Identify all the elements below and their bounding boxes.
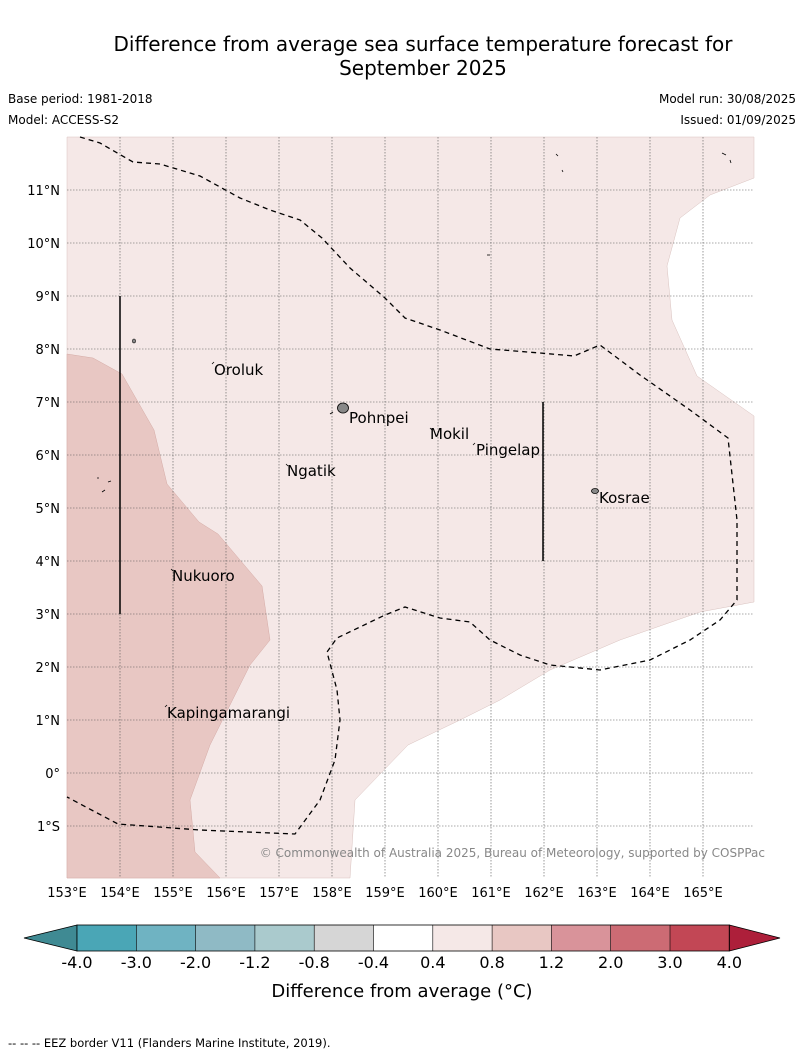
lat-tick: 2°N: [36, 661, 61, 676]
oroluk-atoll: [211, 361, 215, 365]
place-label-pingelap: Pingelap: [476, 441, 540, 459]
place-label-pohnpei: Pohnpei: [349, 409, 409, 427]
colorbar-bin: [492, 925, 552, 951]
colorbar-bin: [254, 925, 315, 951]
colorbar-bin: [373, 925, 433, 951]
lon-tick: 156°E: [206, 886, 246, 901]
colorbar-tick-label: 2.0: [598, 953, 623, 972]
colorbar-bin: [195, 925, 255, 951]
anomaly-region-light: [66, 136, 755, 879]
colorbar-tick-label: -2.0: [180, 953, 211, 972]
place-label-nukuoro: Nukuoro: [172, 567, 235, 585]
ngatik-atoll: [285, 463, 289, 467]
lat-tick: 9°N: [36, 290, 61, 305]
base-period: Base period: 1981-2018: [8, 92, 153, 106]
title-line-1: Difference from average sea surface temp…: [113, 32, 733, 56]
lon-axis: 153°E 154°E 155°E 156°E 157°E 158°E 159°…: [47, 886, 723, 901]
issued-date: Issued: 01/09/2025: [680, 113, 796, 127]
place-label-kapingamarangi: Kapingamarangi: [167, 704, 290, 722]
model-name: Model: ACCESS-S2: [8, 113, 120, 127]
mokil-atoll: [429, 427, 433, 431]
colorbar-tick-label: 1.2: [539, 953, 564, 972]
nukuoro-atoll: [170, 568, 174, 572]
lon-tick: 165°E: [683, 886, 723, 901]
colorbar-tick-label: 4.0: [717, 953, 742, 972]
lon-tick: 159°E: [365, 886, 405, 901]
ant-atoll: [329, 411, 334, 415]
colorbar-tick-label: -0.8: [299, 953, 330, 972]
lon-tick: 155°E: [153, 886, 193, 901]
gridlines: [67, 137, 754, 878]
colorbar-max-extension: [728, 924, 781, 952]
lon-tick: 163°E: [577, 886, 617, 901]
colorbar-tick-label: -0.4: [358, 953, 389, 972]
lon-tick: 164°E: [630, 886, 670, 901]
pingelap-atoll: [472, 442, 476, 446]
atoll-west: [97, 477, 112, 493]
kosrae-island: [591, 488, 599, 494]
lat-tick: 0°: [45, 767, 60, 782]
place-label-kosrae: Kosrae: [599, 489, 650, 507]
lon-tick: 160°E: [418, 886, 458, 901]
lat-tick: 8°N: [36, 343, 61, 358]
small-island-west: [132, 338, 136, 344]
lon-tick: 161°E: [471, 886, 511, 901]
chart-title: Difference from average sea surface temp…: [60, 32, 786, 80]
lon-tick: 162°E: [524, 886, 564, 901]
place-label-mokil: Mokil: [430, 425, 469, 443]
lat-tick: 11°N: [27, 184, 60, 199]
anomaly-region-medium: [66, 353, 271, 879]
colorbar-bin: [77, 925, 137, 951]
title-line-2: September 2025: [339, 56, 507, 80]
pohnpei-island: [337, 402, 349, 414]
colorbar-label: Difference from average (°C): [271, 981, 532, 1002]
colorbar-tick-label: 0.8: [479, 953, 504, 972]
colorbar-tick-label: 0.4: [420, 953, 445, 972]
colorbar-frame: [76, 924, 730, 952]
colorbar: -4.0 -3.0 -2.0 -1.2 -0.8 -0.4 0.4 0.8 1.…: [23, 924, 781, 1002]
lat-tick: 4°N: [36, 555, 61, 570]
eez-border: [66, 136, 738, 835]
lat-tick: 5°N: [36, 502, 61, 517]
lat-tick: 3°N: [36, 608, 61, 623]
lon-tick: 157°E: [259, 886, 299, 901]
model-run: Model run: 30/08/2025: [658, 92, 796, 106]
colorbar-bin: [551, 925, 611, 951]
eez-footnote: -- -- -- EEZ border V11 (Flanders Marine…: [8, 1036, 331, 1050]
lat-tick: 7°N: [36, 396, 61, 411]
lat-tick: 1°S: [37, 820, 60, 835]
lon-tick: 154°E: [100, 886, 140, 901]
colorbar-tick-label: -3.0: [121, 953, 152, 972]
atoll-north-1: [555, 153, 564, 173]
colorbar-tick-label: 3.0: [657, 953, 682, 972]
colorbar-bin: [314, 925, 374, 951]
colorbar-tick-label: -1.2: [239, 953, 270, 972]
colorbar-bin: [610, 925, 670, 951]
kapinga-atoll: [164, 704, 168, 708]
place-label-oroluk: Oroluk: [214, 361, 263, 379]
lat-tick: 1°N: [36, 714, 61, 729]
colorbar-bin: [670, 925, 730, 951]
islands: [97, 152, 732, 708]
copyright-text: © Commonwealth of Australia 2025, Bureau…: [260, 846, 765, 860]
lat-tick: 10°N: [27, 237, 60, 252]
lon-tick: 153°E: [47, 886, 87, 901]
colorbar-bin: [432, 925, 493, 951]
lat-axis: 11°N 10°N 9°N 8°N 7°N 6°N 5°N 4°N 3°N 2°…: [27, 184, 60, 835]
lat-tick: 6°N: [36, 449, 61, 464]
atoll-north-2: [721, 152, 732, 164]
colorbar-min-extension: [23, 924, 78, 952]
lon-tick: 158°E: [312, 886, 352, 901]
place-label-ngatik: Ngatik: [287, 462, 336, 480]
colorbar-tick-label: -4.0: [61, 953, 92, 972]
map-panel[interactable]: Oroluk Pohnpei Mokil Pingelap Ngatik Kos…: [66, 136, 765, 879]
colorbar-bin: [136, 925, 196, 951]
